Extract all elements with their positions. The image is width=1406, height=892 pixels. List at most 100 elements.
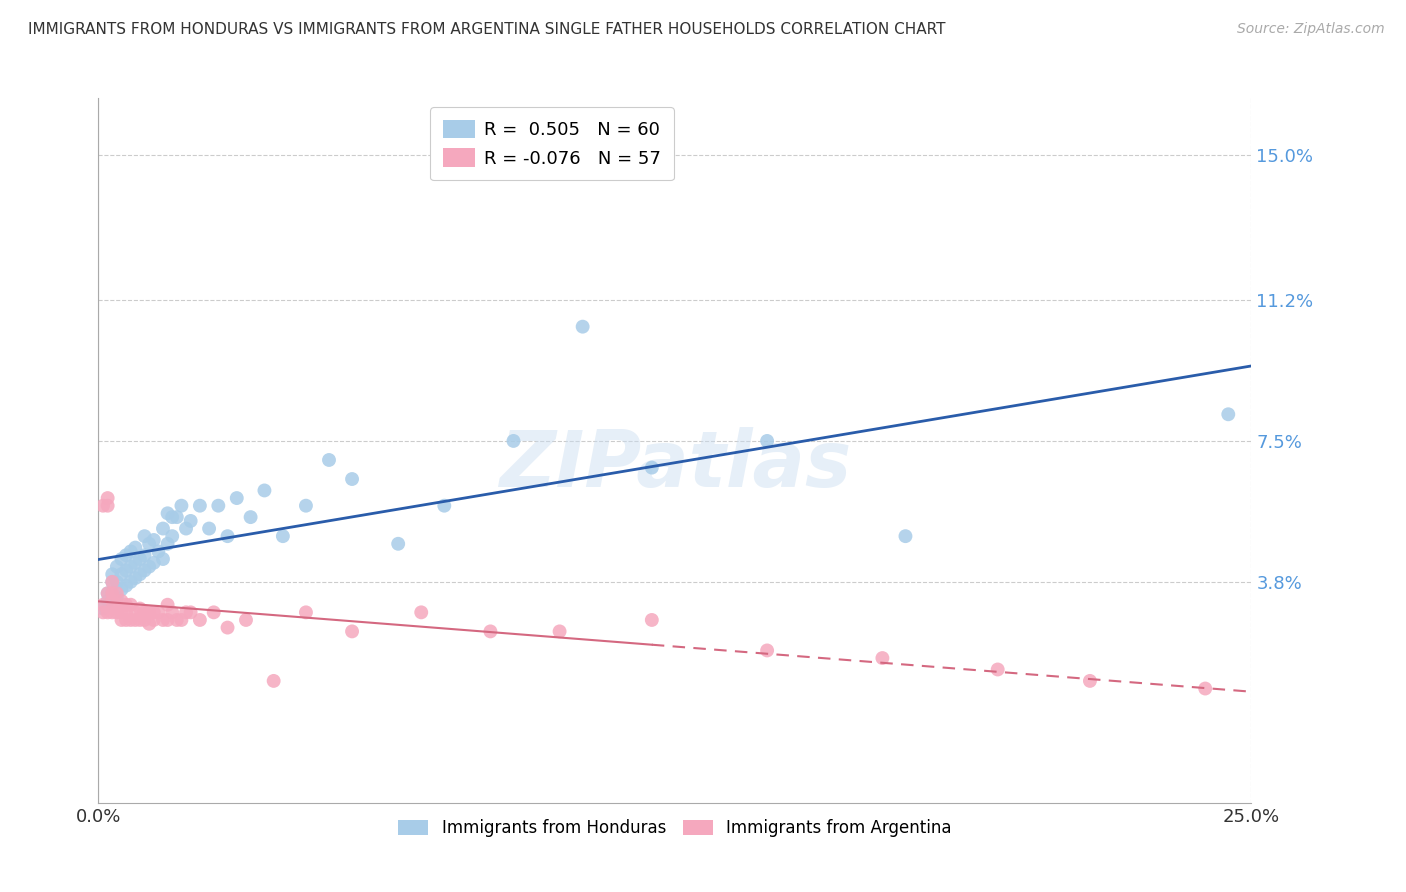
Point: [110, 605, 132, 619]
Point: [641, 613, 664, 627]
Point: [97, 586, 120, 600]
Point: [1194, 681, 1216, 696]
Point: [124, 605, 146, 619]
Point: [295, 499, 318, 513]
Point: [120, 598, 142, 612]
Point: [152, 613, 174, 627]
Point: [548, 624, 571, 639]
Point: [166, 510, 188, 524]
Point: [142, 556, 165, 570]
Point: [129, 567, 152, 582]
Point: [180, 605, 202, 619]
Point: [318, 453, 340, 467]
Point: [156, 598, 179, 612]
Point: [97, 594, 120, 608]
Point: [134, 613, 156, 627]
Point: [97, 605, 120, 619]
Point: [101, 574, 124, 589]
Point: [188, 613, 211, 627]
Point: [502, 434, 524, 448]
Point: [138, 605, 160, 619]
Point: [129, 552, 152, 566]
Point: [295, 605, 318, 619]
Point: [156, 537, 179, 551]
Point: [97, 491, 120, 505]
Point: [138, 537, 160, 551]
Point: [160, 510, 183, 524]
Point: [105, 574, 128, 589]
Point: [91, 605, 114, 619]
Point: [115, 598, 138, 612]
Point: [263, 673, 285, 688]
Point: [129, 601, 152, 615]
Point: [91, 598, 114, 612]
Point: [101, 594, 124, 608]
Point: [180, 514, 202, 528]
Point: [756, 643, 779, 657]
Point: [110, 582, 132, 597]
Point: [160, 529, 183, 543]
Point: [340, 624, 363, 639]
Point: [479, 624, 502, 639]
Point: [105, 598, 128, 612]
Point: [124, 613, 146, 627]
Text: IMMIGRANTS FROM HONDURAS VS IMMIGRANTS FROM ARGENTINA SINGLE FATHER HOUSEHOLDS C: IMMIGRANTS FROM HONDURAS VS IMMIGRANTS F…: [28, 22, 946, 37]
Point: [387, 537, 409, 551]
Point: [340, 472, 363, 486]
Point: [97, 586, 120, 600]
Text: ZIPatlas: ZIPatlas: [499, 426, 851, 502]
Point: [110, 567, 132, 582]
Point: [872, 651, 894, 665]
Point: [105, 559, 128, 574]
Point: [110, 552, 132, 566]
Point: [217, 529, 239, 543]
Point: [170, 499, 193, 513]
Point: [101, 567, 124, 582]
Point: [166, 613, 188, 627]
Point: [115, 564, 138, 578]
Point: [156, 506, 179, 520]
Point: [134, 529, 156, 543]
Point: [571, 319, 593, 334]
Point: [115, 613, 138, 627]
Point: [124, 571, 146, 585]
Point: [152, 552, 174, 566]
Point: [138, 559, 160, 574]
Point: [91, 601, 114, 615]
Point: [433, 499, 456, 513]
Point: [110, 594, 132, 608]
Point: [188, 499, 211, 513]
Point: [124, 556, 146, 570]
Point: [115, 548, 138, 562]
Point: [120, 544, 142, 558]
Point: [129, 613, 152, 627]
Point: [101, 586, 124, 600]
Point: [148, 544, 170, 558]
Point: [894, 529, 917, 543]
Point: [202, 605, 225, 619]
Point: [101, 586, 124, 600]
Point: [115, 579, 138, 593]
Point: [134, 564, 156, 578]
Point: [142, 533, 165, 547]
Point: [134, 605, 156, 619]
Point: [239, 510, 262, 524]
Point: [174, 605, 197, 619]
Point: [101, 605, 124, 619]
Point: [115, 605, 138, 619]
Point: [138, 616, 160, 631]
Point: [1218, 407, 1240, 421]
Point: [134, 548, 156, 562]
Point: [160, 605, 183, 619]
Point: [148, 605, 170, 619]
Point: [641, 460, 664, 475]
Point: [110, 613, 132, 627]
Point: [120, 613, 142, 627]
Point: [101, 574, 124, 589]
Point: [207, 499, 229, 513]
Point: [152, 522, 174, 536]
Text: Source: ZipAtlas.com: Source: ZipAtlas.com: [1237, 22, 1385, 37]
Point: [105, 586, 128, 600]
Point: [105, 590, 128, 604]
Point: [91, 499, 114, 513]
